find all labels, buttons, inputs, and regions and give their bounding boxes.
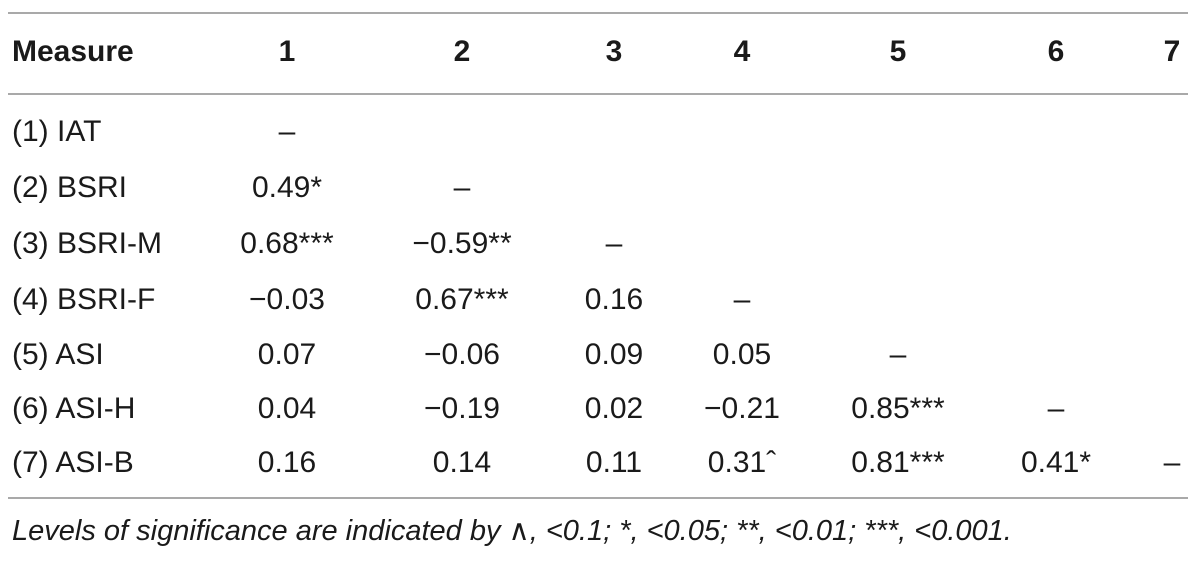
table-header-rule (8, 93, 1188, 95)
column-header-5: 5 (889, 35, 907, 68)
table-cell: −0.59** (412, 227, 512, 260)
table-cell: – (278, 115, 296, 148)
table-cell: 0.04 (257, 392, 317, 425)
table-cell: – (1047, 392, 1065, 425)
table-top-rule (8, 12, 1188, 14)
row-label: (6) ASI-H (12, 392, 136, 425)
column-header-1: 1 (278, 35, 296, 68)
table-bottom-rule (8, 497, 1188, 499)
table-cell: – (889, 338, 907, 371)
row-label: (1) IAT (12, 115, 102, 148)
table-cell: 0.05 (712, 338, 772, 371)
table-cell: 0.16 (257, 446, 317, 479)
table-cell: 0.81*** (851, 446, 945, 479)
row-label: (5) ASI (12, 338, 104, 371)
row-label: (2) BSRI (12, 171, 128, 204)
table-cell: – (733, 283, 751, 316)
table-cell: 0.49* (251, 171, 323, 204)
column-header-2: 2 (453, 35, 471, 68)
table-cell: 0.16 (584, 283, 644, 316)
column-header-4: 4 (733, 35, 751, 68)
table-cell: 0.31ˆ (707, 446, 777, 479)
table-cell: – (605, 227, 623, 260)
row-label: (3) BSRI-M (12, 227, 162, 260)
table-cell: −0.06 (424, 338, 500, 371)
column-header-3: 3 (605, 35, 623, 68)
column-header-7: 7 (1163, 35, 1181, 68)
column-header-6: 6 (1047, 35, 1065, 68)
table-footnote: Levels of significance are indicated by … (12, 515, 1012, 547)
table-cell: −0.21 (704, 392, 780, 425)
table-cell: – (453, 171, 471, 204)
table-cell: 0.11 (585, 446, 643, 479)
row-label: (4) BSRI-F (12, 283, 156, 316)
table-cell: −0.03 (249, 283, 325, 316)
table-cell: −0.19 (424, 392, 500, 425)
column-header-measure: Measure (12, 35, 134, 68)
table-cell: 0.14 (432, 446, 492, 479)
table-cell: – (1163, 446, 1181, 479)
row-label: (7) ASI-B (12, 446, 134, 479)
table-cell: 0.85*** (851, 392, 945, 425)
table-cell: 0.41* (1020, 446, 1092, 479)
table-cell: 0.07 (257, 338, 317, 371)
table-cell: 0.02 (584, 392, 644, 425)
table-cell: 0.09 (584, 338, 644, 371)
table-cell: 0.68*** (240, 227, 334, 260)
table-cell: 0.67*** (415, 283, 509, 316)
